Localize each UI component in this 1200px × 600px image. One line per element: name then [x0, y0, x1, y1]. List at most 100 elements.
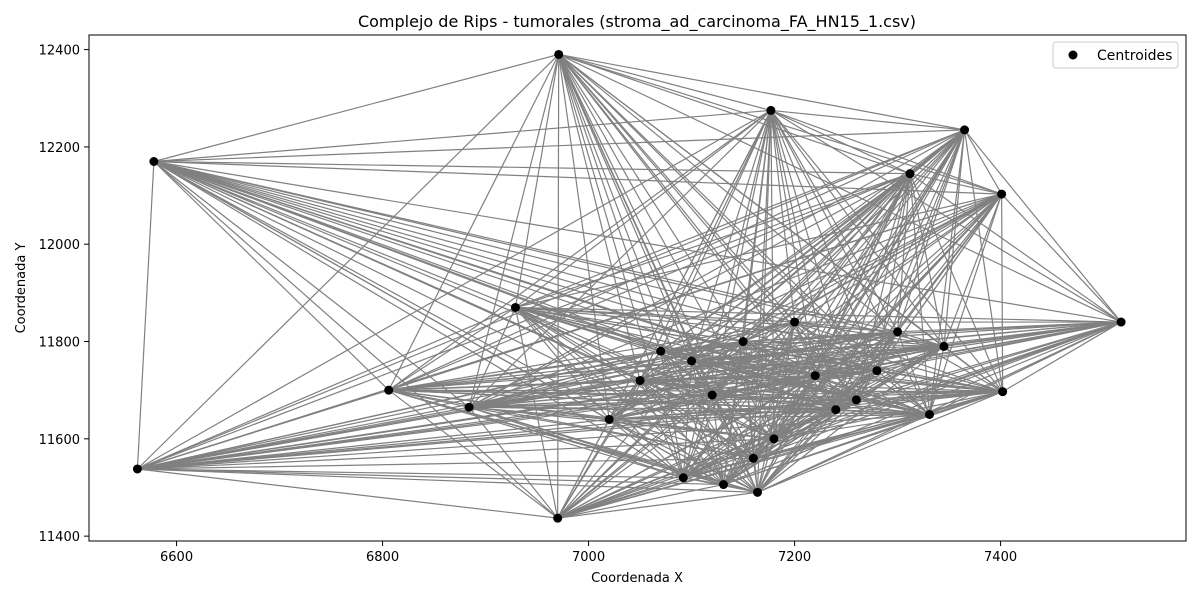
simplex-edge — [469, 394, 713, 408]
simplex-edge — [153, 109, 771, 163]
centroid-point — [769, 434, 779, 444]
simplex-edge — [794, 321, 857, 401]
simplex-edge — [814, 193, 1003, 377]
centroid-point — [554, 49, 564, 59]
simplex-edge — [469, 406, 930, 416]
simplex-edge — [137, 468, 684, 479]
simplex-edge — [608, 418, 758, 493]
simplex-edge — [558, 53, 965, 131]
simplex-edge — [660, 173, 911, 352]
simplex-edge — [963, 129, 1004, 392]
simplex-edge — [468, 307, 516, 408]
simplex-edge — [557, 321, 1122, 519]
simplex-edge — [909, 173, 1002, 195]
simplex-edge — [753, 409, 837, 459]
simplex-edge — [153, 160, 610, 420]
x-tick-label: 6800 — [366, 550, 399, 565]
simplex-edge — [137, 173, 911, 470]
simplex-edge — [660, 350, 775, 440]
y-tick-label: 12000 — [39, 238, 80, 253]
simplex-edge — [137, 468, 558, 519]
simplex-edge — [943, 345, 1004, 393]
simplex-edge — [943, 193, 1003, 347]
simplex-edge — [558, 53, 772, 111]
simplex-edge — [468, 360, 692, 408]
simplex-edge — [558, 53, 911, 175]
simplex-edge — [639, 379, 775, 440]
simplex-edge — [773, 370, 878, 440]
simplex-edge — [153, 160, 661, 352]
centroid-point — [738, 337, 748, 347]
simplex-edge — [683, 477, 724, 486]
simplex-edge — [557, 341, 744, 519]
simplex-edge — [468, 340, 744, 408]
y-tick-label: 12400 — [39, 44, 80, 59]
simplex-edge — [515, 193, 1002, 309]
simplex-edge — [660, 129, 965, 352]
simplex-edge — [515, 306, 744, 343]
simplex-edge — [896, 173, 911, 332]
simplex-edge — [137, 389, 389, 470]
y-tick-label: 11800 — [39, 336, 80, 351]
simplex-edge — [609, 418, 775, 440]
simplex-edge — [683, 370, 878, 479]
legend-label-centroides: Centroides — [1097, 48, 1172, 64]
simplex-edge — [773, 409, 837, 440]
simplex-edge — [928, 346, 945, 415]
simplex-edge — [773, 413, 930, 440]
simplex-edge — [557, 483, 724, 519]
simplex-edge — [770, 109, 965, 131]
simplex-edge — [468, 129, 965, 408]
simplex-edge — [752, 438, 775, 459]
simplex-edge — [153, 161, 559, 519]
x-tick-label: 7400 — [984, 550, 1017, 565]
centroid-point — [464, 402, 474, 412]
simplex-edge — [136, 161, 155, 470]
simplex-edge — [515, 307, 684, 479]
centroid-point — [384, 385, 394, 395]
simplex-edge — [608, 321, 795, 420]
simplex-edge — [1002, 321, 1122, 393]
centroid-point — [872, 366, 882, 376]
simplex-edge — [557, 419, 610, 519]
simplex-edge — [515, 306, 795, 323]
simplex-edge — [153, 160, 775, 440]
y-tick-label: 11600 — [39, 433, 80, 448]
simplex-edge — [153, 160, 910, 175]
centroid-point — [604, 414, 614, 424]
simplex-edge — [137, 394, 713, 470]
simplex-edge — [469, 406, 836, 411]
centroid-point — [635, 375, 645, 385]
plot-area-frame — [88, 34, 1187, 542]
simplex-edge — [757, 321, 1122, 493]
simplex-edge — [388, 109, 772, 391]
simplex-edge — [153, 161, 470, 408]
centroid-point — [132, 464, 142, 474]
simplex-edge — [153, 160, 898, 333]
simplex-edge — [909, 173, 1004, 392]
simplex-edge — [388, 389, 684, 479]
simplex-edge — [558, 54, 713, 396]
simplex-edge — [855, 331, 899, 401]
centroid-point — [893, 327, 903, 337]
simplex-edge — [388, 306, 516, 391]
centroid-point — [766, 105, 776, 115]
centroid-point — [1116, 317, 1126, 327]
simplex-edge — [752, 375, 816, 459]
simplex-edge — [753, 370, 878, 459]
y-tick-label: 12200 — [39, 141, 80, 156]
simplex-edge — [514, 54, 560, 308]
simplex-edge — [515, 307, 724, 486]
simplex-edge — [943, 321, 1122, 347]
simplex-edge — [835, 331, 899, 411]
simplex-edge — [660, 350, 878, 372]
simplex-edge — [794, 193, 1002, 323]
simplex-edge — [153, 160, 1002, 195]
edge-layer — [136, 53, 1122, 519]
simplex-edge — [153, 160, 744, 343]
simplex-edge — [660, 321, 795, 352]
simplex-edge — [757, 413, 930, 493]
simplex-edge — [558, 54, 662, 352]
simplex-edge — [683, 457, 754, 479]
simplex-edge — [711, 331, 898, 396]
